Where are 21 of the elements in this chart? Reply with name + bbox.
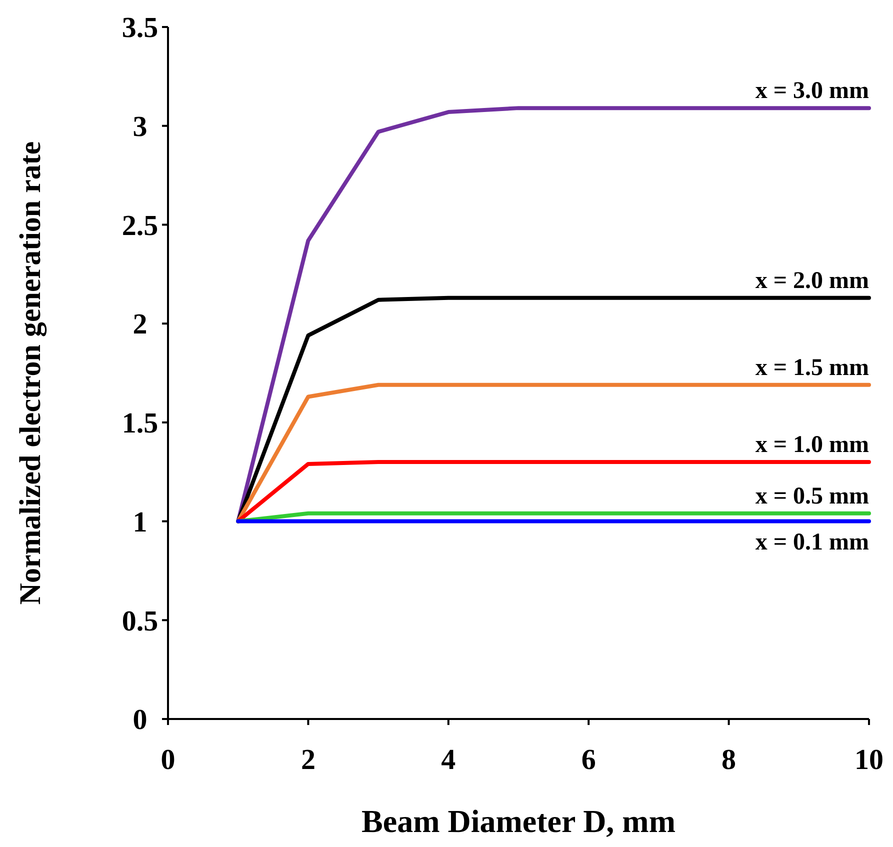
y-tick-label: 1	[132, 506, 148, 538]
series-label: x = 1.0 mm	[755, 432, 869, 458]
series-label: x = 2.0 mm	[755, 268, 869, 294]
y-tick-label: 2	[132, 308, 148, 341]
y-tick-label: 0	[132, 704, 148, 736]
y-tick-label: 2.5	[122, 210, 158, 242]
y-tick-label: 0.5	[122, 605, 158, 638]
x-tick-label: 2	[300, 744, 316, 776]
y-axis-title: Normalized electron generation rate	[14, 141, 47, 605]
x-tick-label: 4	[441, 744, 456, 776]
x-tick-label: 8	[722, 744, 736, 776]
x-tick-label: 6	[581, 744, 596, 776]
series-label: x = 0.1 mm	[755, 529, 869, 556]
y-tick-label: 3.5	[122, 12, 158, 44]
x-axis-title: Beam Diameter D, mm	[362, 803, 676, 839]
y-tick-label: 1.5	[122, 408, 158, 440]
series-label: x = 3.0 mm	[755, 78, 869, 104]
y-tick-label: 3	[132, 111, 148, 144]
series-label: x = 0.5 mm	[755, 483, 869, 510]
series-label: x = 1.5 mm	[755, 354, 869, 381]
x-tick-label: 10	[854, 744, 884, 776]
